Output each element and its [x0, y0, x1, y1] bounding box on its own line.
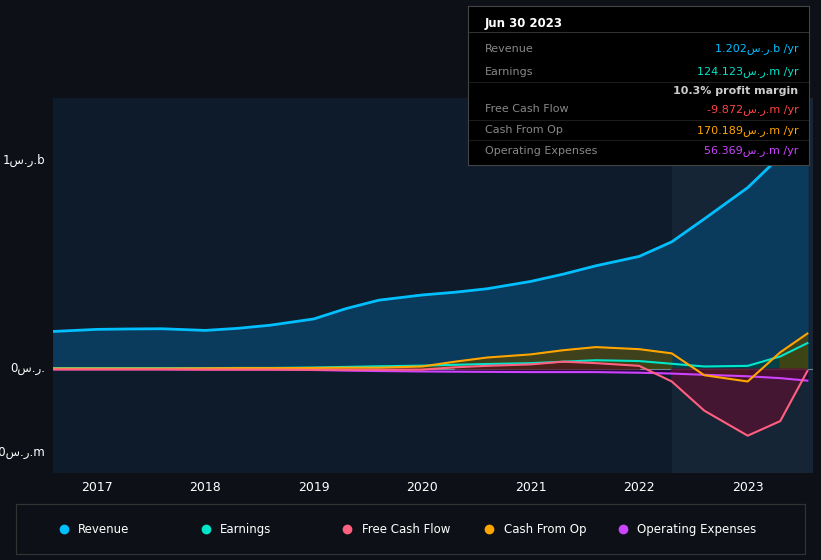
Text: -9.872س.ر.m /yr: -9.872س.ر.m /yr: [707, 104, 799, 115]
Text: Earnings: Earnings: [220, 522, 271, 536]
Text: 1س.ر.b: 1س.ر.b: [2, 154, 45, 167]
Text: Operating Expenses: Operating Expenses: [485, 146, 598, 156]
Text: Revenue: Revenue: [485, 44, 534, 54]
Text: 2018: 2018: [190, 480, 221, 494]
Text: 170.189س.ر.m /yr: 170.189س.ر.m /yr: [697, 124, 799, 136]
Text: 10.3% profit margin: 10.3% profit margin: [673, 86, 799, 96]
Text: 0س.ر.: 0س.ر.: [10, 362, 45, 375]
Text: Free Cash Flow: Free Cash Flow: [361, 522, 450, 536]
Text: 2021: 2021: [515, 480, 547, 494]
Text: Operating Expenses: Operating Expenses: [637, 522, 757, 536]
Text: Earnings: Earnings: [485, 67, 534, 77]
Text: Jun 30 2023: Jun 30 2023: [485, 17, 563, 30]
Text: 124.123س.ر.m /yr: 124.123س.ر.m /yr: [697, 66, 799, 77]
Text: Cash From Op: Cash From Op: [485, 125, 563, 135]
Text: 2022: 2022: [623, 480, 655, 494]
Bar: [672, 98, 819, 473]
Text: 2023: 2023: [732, 480, 764, 494]
Text: 2020: 2020: [406, 480, 438, 494]
Text: -400س.ر.m: -400س.ر.m: [0, 446, 45, 459]
Text: 56.369س.ر.m /yr: 56.369س.ر.m /yr: [704, 146, 799, 156]
Text: 2017: 2017: [81, 480, 112, 494]
Text: Free Cash Flow: Free Cash Flow: [485, 104, 569, 114]
Text: 1.202س.ر.b /yr: 1.202س.ر.b /yr: [715, 43, 799, 54]
Text: Cash From Op: Cash From Op: [503, 522, 586, 536]
Text: Revenue: Revenue: [78, 522, 129, 536]
Text: 2019: 2019: [298, 480, 329, 494]
